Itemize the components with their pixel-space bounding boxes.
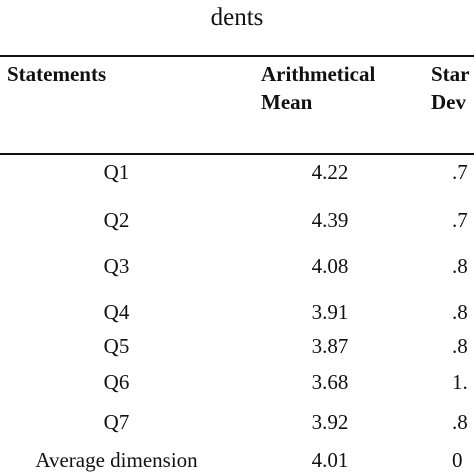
- table-row: Q4 3.91 .8: [0, 298, 474, 326]
- row-mean: 4.01: [311, 448, 349, 472]
- table-row: Average dimension 4.01 0: [0, 446, 474, 474]
- table-row: Q6 3.68 1.: [0, 368, 474, 396]
- row-statement: Q3: [103, 254, 130, 278]
- row-mean: 3.91: [311, 300, 349, 324]
- table-row: Q3 4.08 .8: [0, 252, 474, 280]
- row-sd: .8: [452, 254, 468, 278]
- row-mean: 4.08: [311, 254, 349, 278]
- header-statements-label: Statements: [7, 62, 107, 86]
- header-rule: [0, 153, 474, 155]
- row-statement: Q4: [103, 300, 130, 324]
- row-statement: Average dimension: [35, 448, 198, 472]
- row-statement: Q2: [103, 208, 130, 232]
- row-mean: 3.87: [311, 334, 349, 358]
- header-mean-line2: Mean: [261, 90, 313, 114]
- table-caption: dents: [210, 4, 264, 31]
- row-mean: 4.39: [311, 208, 349, 232]
- row-sd: 0: [452, 448, 463, 472]
- header-statements: Statements: [7, 60, 106, 88]
- header-sd-line2: Dev: [431, 90, 466, 114]
- table-row: Q5 3.87 .8: [0, 332, 474, 360]
- row-sd: .8: [452, 300, 468, 324]
- row-mean: 4.22: [311, 160, 349, 184]
- header-sd: Star Dev: [431, 60, 470, 116]
- header-mean: Arithmetical Mean: [261, 60, 375, 116]
- top-rule: [0, 55, 474, 57]
- row-mean: 3.92: [311, 410, 349, 434]
- table-row: Q2 4.39 .7: [0, 206, 474, 234]
- row-statement: Q7: [103, 410, 130, 434]
- row-sd: .7: [452, 208, 468, 232]
- row-statement: Q1: [103, 160, 130, 184]
- row-sd: .8: [452, 410, 468, 434]
- header-sd-line1: Star: [431, 62, 470, 86]
- row-sd: 1.: [452, 370, 468, 394]
- row-sd: .7: [452, 160, 468, 184]
- row-mean: 3.68: [311, 370, 349, 394]
- table-row: Q7 3.92 .8: [0, 408, 474, 436]
- row-sd: .8: [452, 334, 468, 358]
- table-row: Q1 4.22 .7: [0, 158, 474, 186]
- row-statement: Q5: [103, 334, 130, 358]
- header-mean-line1: Arithmetical: [261, 62, 376, 86]
- row-statement: Q6: [103, 370, 130, 394]
